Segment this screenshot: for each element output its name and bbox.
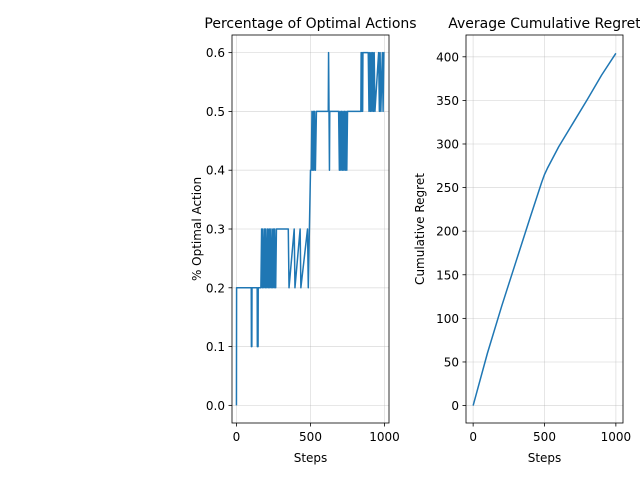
y-tick-label: 250 xyxy=(436,181,459,195)
chart-optimal-actions: 0 500 1000 0.0 0.1 0.2 0.3 0.4 0.5 0.6 Percentage… xyxy=(190,16,417,465)
y-tick-label: 0.3 xyxy=(206,223,225,237)
series-cumulative-regret xyxy=(472,52,617,406)
chart-title-cumulative-regret: Average Cumulative Regret xyxy=(448,16,640,32)
x-tick-label: 0 xyxy=(233,430,241,444)
y-tick-label: 100 xyxy=(436,312,459,326)
y-tick-label: 400 xyxy=(436,50,459,64)
y-tick-label: 0.5 xyxy=(206,105,225,119)
x-tick-label: 1000 xyxy=(369,430,400,444)
series-optimal-actions xyxy=(235,51,385,406)
y-tick-label: 150 xyxy=(436,268,459,282)
y-tick-label: 0 xyxy=(451,399,459,413)
y-tick-label: 350 xyxy=(436,94,459,108)
y-tick-label: 0.4 xyxy=(206,164,225,178)
x-tick-label: 0 xyxy=(469,430,477,444)
x-axis-label-cumulative-regret: Steps xyxy=(528,451,562,465)
y-tick-label: 0.0 xyxy=(206,399,225,413)
x-tick-label: 500 xyxy=(299,430,322,444)
y-tick-label: 300 xyxy=(436,137,459,151)
y-axis-label-cumulative-regret: Cumulative Regret xyxy=(413,173,427,285)
y-tick-label: 0.2 xyxy=(206,281,225,295)
series-line xyxy=(472,52,617,406)
y-tick-label: 0.1 xyxy=(206,340,225,354)
x-axis-label-optimal-actions: Steps xyxy=(294,451,328,465)
ticks-cumulative-regret: 0 500 1000 0 50 100 150 200 250 300 350 400 xyxy=(436,50,631,444)
ticks-optimal-actions: 0 500 1000 0.0 0.1 0.2 0.3 0.4 0.5 0.6 xyxy=(206,46,400,444)
y-tick-label: 0.6 xyxy=(206,46,225,60)
grid-cumulative-regret xyxy=(466,35,623,423)
y-tick-label: 200 xyxy=(436,225,459,239)
y-axis-label-optimal-actions: % Optimal Action xyxy=(190,177,204,281)
y-tick-label: 50 xyxy=(444,355,459,369)
x-tick-label: 500 xyxy=(533,430,556,444)
series-line xyxy=(235,51,385,406)
chart-title-optimal-actions: Percentage of Optimal Actions xyxy=(204,16,416,32)
chart-cumulative-regret: 0 500 1000 0 50 100 150 200 250 300 350 400 Average… xyxy=(413,16,640,465)
x-tick-label: 1000 xyxy=(601,430,632,444)
